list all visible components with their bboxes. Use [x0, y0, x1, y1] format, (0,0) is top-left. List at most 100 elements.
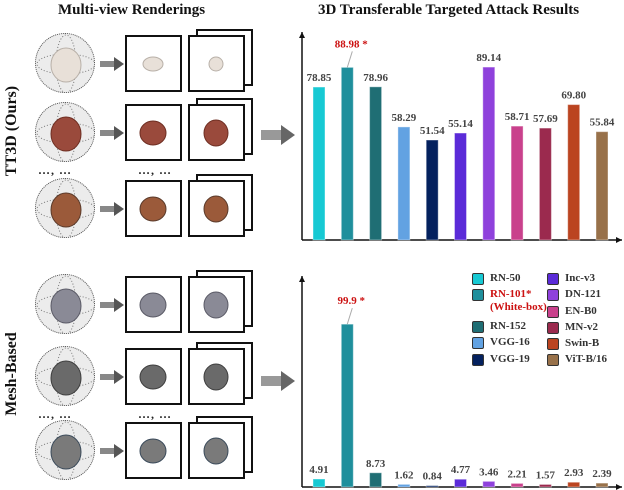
big-arrow-icon: [261, 125, 295, 150]
bar-value-label: 55.14: [448, 118, 473, 130]
bar-value-label: 3.46: [479, 466, 499, 478]
legend-item: MN-v2: [547, 321, 598, 334]
bar: [567, 104, 581, 241]
legend-label-text: VGG-16: [490, 336, 530, 348]
bar-value-label: 55.84: [590, 117, 615, 129]
legend-item: DN-121: [547, 288, 601, 301]
label-leader-line: [346, 51, 353, 68]
bar: [454, 132, 467, 241]
bar: [510, 125, 524, 241]
render-view-frame: [125, 35, 182, 92]
bar-value-label: 69.80: [561, 90, 586, 102]
render-view-frame: [188, 35, 245, 92]
legend-label-text: RN-152: [490, 320, 527, 332]
bar-value-label: 58.29: [392, 112, 417, 124]
legend-item: Inc-v3: [547, 272, 595, 285]
render-view-frame: [125, 348, 182, 405]
bar: [595, 482, 609, 488]
object-sphere: [35, 33, 95, 93]
bar-value-label: 2.39: [592, 468, 612, 480]
bar: [567, 481, 581, 488]
legend-label: EN-B0: [565, 305, 597, 318]
bar: [397, 126, 411, 241]
label-leader-line: [346, 308, 353, 325]
bar-value-label: 88.98 *: [335, 38, 369, 50]
legend-swatch: [547, 338, 559, 350]
bar: [538, 127, 552, 241]
legend-label-text: ViT-B/16: [565, 353, 607, 365]
legend-label-text: DN-121: [565, 288, 602, 300]
ellipsis: …, …: [38, 407, 72, 421]
bar: [538, 483, 552, 488]
y-axis-arrow: [299, 276, 305, 282]
bar-value-label: 1.62: [394, 469, 414, 481]
legend-label-sub: (White-box): [490, 301, 547, 313]
x-axis-arrow: [616, 237, 622, 243]
legend-label: ViT-B/16: [565, 353, 607, 366]
right-title: 3D Transferable Targeted Attack Results: [318, 2, 580, 18]
legend-swatch: [472, 321, 484, 333]
left-title: Multi-view Renderings: [58, 2, 206, 18]
bar-value-label: 4.77: [451, 464, 471, 476]
legend-label: VGG-19: [490, 353, 530, 366]
bar-value-label: 2.21: [507, 468, 526, 480]
render-view-frame: [125, 276, 182, 333]
bar-chart-1: 4.91 99.9 * 8.73 1.62 0.84 4.77 3.46 2.21 1.57 2.…: [299, 276, 622, 490]
bar-value-label: 51.54: [420, 125, 445, 137]
bar-value-label: 58.71: [505, 111, 530, 123]
render-view-frame: [125, 422, 182, 479]
big-arrow-icon: [261, 371, 295, 396]
bar-value-label: 2.93: [564, 467, 584, 479]
x-axis-arrow: [616, 484, 622, 490]
render-view-frame: [188, 180, 245, 237]
bar-value-label: 4.91: [309, 464, 328, 476]
legend-item: RN-50: [472, 272, 521, 285]
bar-value-label: 89.14: [476, 52, 501, 64]
legend-label: DN-121: [565, 288, 601, 301]
legend-label: Inc-v3: [565, 272, 595, 285]
legend-item: VGG-19: [472, 353, 530, 366]
legend-item: EN-B0: [547, 305, 597, 318]
object-sphere: [35, 346, 95, 406]
render-view-frame: [188, 276, 245, 333]
ellipsis: …, …: [38, 163, 72, 177]
bar-value-label: 1.57: [536, 469, 556, 481]
bar-value-label: 57.69: [533, 113, 558, 125]
legend-swatch: [547, 354, 559, 366]
legend-swatch: [547, 289, 559, 301]
bar-value-label: 78.96: [363, 72, 388, 84]
legend-item: VGG-16: [472, 336, 530, 349]
legend-swatch: [472, 337, 484, 349]
legend-label: VGG-16: [490, 336, 530, 349]
object-sphere: [35, 274, 95, 334]
bar-value-label: 8.73: [366, 458, 386, 470]
legend-item: Swin-B: [547, 337, 599, 350]
render-view-frame: [125, 180, 182, 237]
legend-label-text: VGG-19: [490, 353, 530, 365]
bar-value-label: 0.84: [423, 471, 443, 483]
legend-swatch: [547, 322, 559, 334]
bar: [369, 86, 383, 241]
legend-swatch: [472, 354, 484, 366]
legend-label-text: Inc-v3: [565, 272, 595, 284]
legend-item: RN-101* (White-box): [472, 288, 547, 314]
legend-label: RN-50: [490, 272, 521, 285]
bar: [595, 131, 609, 241]
legend-label-text: RN-50: [490, 272, 521, 284]
bar: [340, 323, 354, 488]
legend-item: RN-152: [472, 320, 526, 333]
legend-swatch: [547, 273, 559, 285]
object-sphere: [35, 102, 95, 162]
legend-label-text: EN-B0: [565, 305, 597, 317]
object-sphere: [35, 420, 95, 480]
bar: [425, 139, 439, 241]
bar-value-label: 78.85: [307, 72, 332, 84]
render-view-frame: [188, 422, 245, 479]
ellipsis: …, …: [138, 407, 172, 421]
bar: [425, 485, 439, 488]
legend-label: RN-101* (White-box): [490, 288, 547, 314]
legend-item: ViT-B/16: [547, 353, 607, 366]
